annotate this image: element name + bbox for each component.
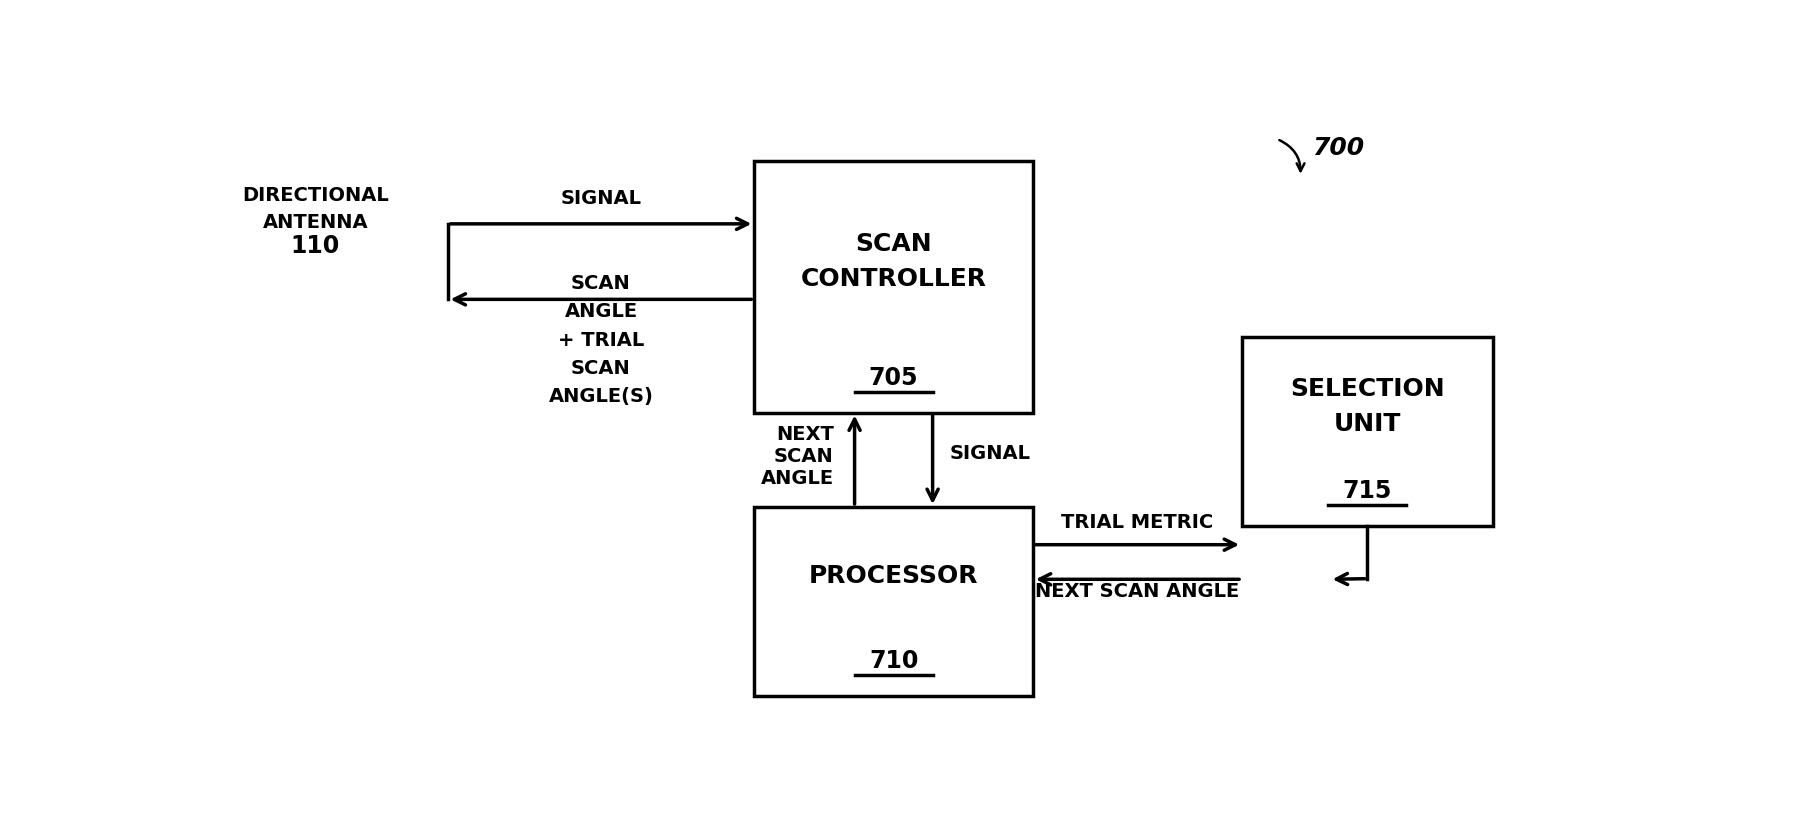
Bar [755, 161, 1032, 413]
Text: 705: 705 [868, 366, 919, 390]
Text: NEXT SCAN ANGLE: NEXT SCAN ANGLE [1036, 583, 1239, 601]
Text: SCAN: SCAN [572, 359, 631, 378]
Text: SCAN: SCAN [572, 274, 631, 293]
Text: PROCESSOR: PROCESSOR [809, 565, 978, 588]
Text: + TRIAL: + TRIAL [557, 331, 644, 350]
Text: ANGLE: ANGLE [565, 302, 638, 321]
Text: 110: 110 [291, 234, 340, 258]
Text: DIRECTIONAL: DIRECTIONAL [243, 186, 388, 205]
Text: ANTENNA: ANTENNA [263, 213, 369, 232]
Text: 715: 715 [1343, 480, 1392, 503]
Bar [755, 507, 1032, 696]
Text: ANGLE(S): ANGLE(S) [548, 387, 653, 406]
Text: NEXT: NEXT [775, 425, 834, 444]
Text: SCAN: SCAN [773, 447, 834, 467]
Text: 710: 710 [868, 649, 919, 673]
Bar [1242, 337, 1492, 526]
Text: SCAN: SCAN [856, 232, 931, 257]
Text: TRIAL METRIC: TRIAL METRIC [1061, 513, 1214, 532]
Text: SELECTION: SELECTION [1291, 377, 1444, 401]
Text: SIGNAL: SIGNAL [949, 444, 1030, 463]
Text: CONTROLLER: CONTROLLER [800, 267, 987, 291]
Text: ANGLE: ANGLE [761, 469, 834, 488]
Text: UNIT: UNIT [1334, 412, 1401, 435]
Text: 700: 700 [1313, 136, 1363, 160]
Text: SIGNAL: SIGNAL [561, 189, 642, 208]
